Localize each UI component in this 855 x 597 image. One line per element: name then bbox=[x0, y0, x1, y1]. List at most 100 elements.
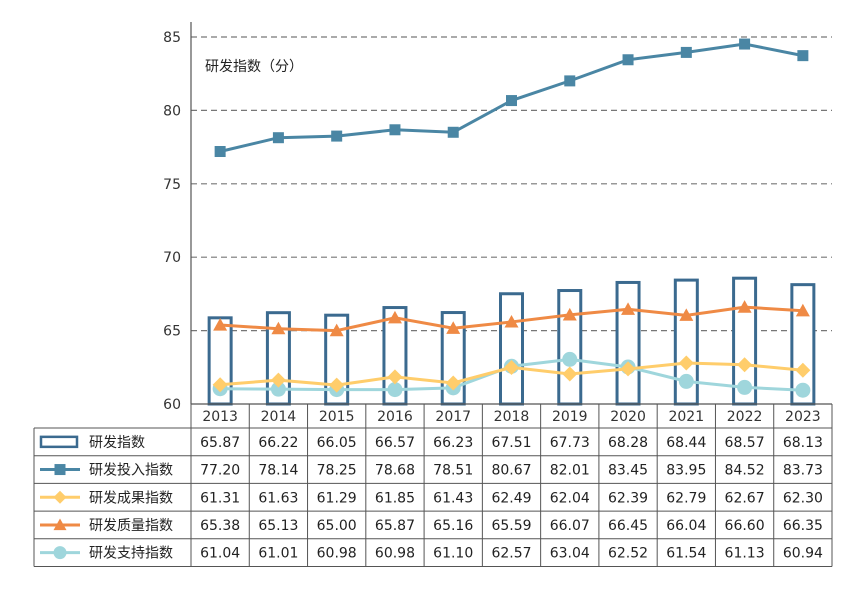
data-point bbox=[504, 314, 519, 328]
line-series-2 bbox=[212, 355, 811, 393]
x-tick-label: 2020 bbox=[610, 409, 646, 425]
table-cell: 77.20 bbox=[200, 463, 240, 479]
legend-label: 研发质量指数 bbox=[89, 518, 173, 534]
table-cell: 61.01 bbox=[258, 546, 298, 562]
table-cell: 78.51 bbox=[433, 463, 473, 479]
legend-label: 研发支持指数 bbox=[89, 546, 173, 562]
table-cell: 61.10 bbox=[433, 546, 473, 562]
table-cell: 68.28 bbox=[608, 435, 648, 451]
x-tick-label: 2023 bbox=[785, 409, 821, 425]
data-point bbox=[678, 355, 694, 371]
table-cell: 66.57 bbox=[375, 435, 415, 451]
legend-marker bbox=[53, 546, 67, 560]
legend-label: 研发成果指数 bbox=[89, 490, 173, 506]
data-point bbox=[795, 382, 811, 398]
y-tick-label: 60 bbox=[163, 397, 181, 413]
table-cell: 61.13 bbox=[725, 546, 765, 562]
table-cell: 78.68 bbox=[375, 463, 415, 479]
y-axis: 60 65 70 75 80 85 bbox=[163, 22, 192, 413]
table-cell: 61.63 bbox=[258, 490, 298, 506]
y-tick-label: 85 bbox=[163, 30, 181, 46]
data-point bbox=[795, 303, 810, 317]
legend-key bbox=[39, 435, 79, 449]
table-cell: 61.43 bbox=[433, 490, 473, 506]
table-cell: 60.98 bbox=[375, 546, 415, 562]
table-cell: 68.57 bbox=[725, 435, 765, 451]
table-cell: 62.49 bbox=[491, 490, 531, 506]
data-point bbox=[737, 300, 752, 313]
x-tick-label: 2013 bbox=[202, 409, 238, 425]
table-cell: 67.51 bbox=[491, 435, 531, 451]
x-tick-label: 2015 bbox=[319, 409, 355, 425]
legend-key bbox=[40, 464, 80, 476]
table-cell: 61.31 bbox=[200, 490, 240, 506]
chart-annotation: 研发指数（分） bbox=[205, 59, 303, 75]
table-cell: 62.52 bbox=[608, 546, 648, 562]
data-point bbox=[212, 377, 228, 393]
table-cell: 60.94 bbox=[783, 546, 823, 562]
table-cell: 65.00 bbox=[317, 518, 357, 534]
data-point bbox=[679, 308, 694, 321]
data-point bbox=[331, 130, 343, 142]
x-tick-label: 2017 bbox=[435, 409, 471, 425]
table-cell: 82.01 bbox=[550, 463, 590, 479]
line-series-3 bbox=[213, 300, 810, 337]
data-point bbox=[562, 307, 577, 321]
x-tick-label: 2014 bbox=[261, 409, 297, 425]
bar bbox=[499, 292, 524, 406]
x-tick-label: 2021 bbox=[668, 409, 704, 425]
x-tick-label: 2018 bbox=[494, 409, 530, 425]
table-cell: 65.87 bbox=[375, 518, 415, 534]
legend-marker bbox=[54, 464, 66, 476]
data-point bbox=[562, 351, 578, 367]
data-point bbox=[504, 359, 519, 375]
table-cell: 62.39 bbox=[608, 490, 648, 506]
legend-label: 研发指数 bbox=[89, 435, 145, 451]
data-table: 2013 2014 2015 2016 2017 2018 2019 2020 2021 2022… bbox=[33, 403, 833, 567]
legend-marker bbox=[53, 518, 67, 531]
table-cell: 66.22 bbox=[258, 435, 298, 451]
table-cell: 62.67 bbox=[725, 490, 765, 506]
table-cell: 68.44 bbox=[666, 435, 706, 451]
y-tick-label: 65 bbox=[163, 324, 181, 340]
data-point bbox=[272, 132, 284, 144]
table-cell: 60.98 bbox=[317, 546, 357, 562]
data-point bbox=[389, 124, 401, 136]
y-tick-label: 70 bbox=[163, 250, 181, 266]
table-cell: 65.59 bbox=[491, 518, 531, 534]
data-point bbox=[271, 321, 286, 335]
data-point bbox=[564, 75, 576, 87]
table-cell: 83.73 bbox=[783, 463, 823, 479]
data-point bbox=[446, 321, 461, 334]
legend-key bbox=[40, 490, 80, 504]
table-cell: 61.85 bbox=[375, 490, 415, 506]
table-cell: 68.13 bbox=[783, 435, 823, 451]
data-point bbox=[387, 369, 403, 385]
data-point bbox=[622, 54, 634, 66]
data-point bbox=[621, 302, 636, 315]
data-point bbox=[329, 377, 345, 393]
data-point bbox=[620, 361, 636, 377]
bar bbox=[615, 280, 641, 406]
table-cell: 62.57 bbox=[491, 546, 531, 562]
data-point bbox=[387, 382, 403, 398]
y-tick-label: 75 bbox=[163, 177, 181, 193]
data-point bbox=[795, 362, 811, 378]
table-cell: 62.04 bbox=[550, 490, 590, 506]
x-tick-label: 2019 bbox=[552, 409, 588, 425]
table-cell: 61.04 bbox=[200, 546, 240, 562]
data-point bbox=[737, 357, 753, 373]
line-series bbox=[212, 38, 811, 398]
table-cell: 78.25 bbox=[317, 463, 357, 479]
y-tick-label: 80 bbox=[163, 103, 181, 119]
legend-key bbox=[40, 546, 80, 560]
table-cell: 66.05 bbox=[317, 435, 357, 451]
table-cell: 66.04 bbox=[666, 518, 706, 534]
legend-key bbox=[40, 518, 80, 531]
table-cell: 65.38 bbox=[200, 518, 240, 534]
table-cell: 63.04 bbox=[550, 546, 590, 562]
table-cell: 83.45 bbox=[608, 463, 648, 479]
data-point bbox=[329, 323, 344, 337]
table-cell: 65.87 bbox=[200, 435, 240, 451]
